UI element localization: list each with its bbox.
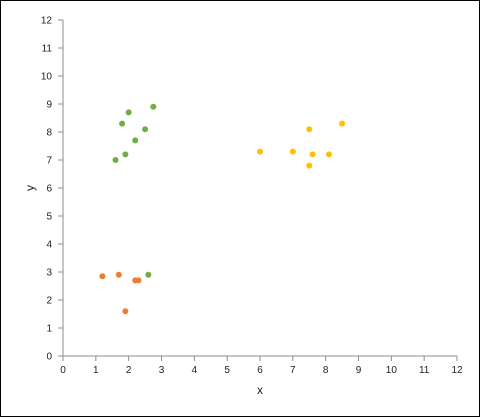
y-tick-label: 2 [46, 296, 52, 307]
y-tick-label: 4 [46, 240, 52, 251]
x-tick-label: 1 [93, 365, 99, 376]
data-point-series-1 [145, 271, 152, 278]
y-tick-label: 6 [46, 184, 52, 195]
y-axis-title: y [23, 185, 37, 191]
x-tick-label: 0 [60, 365, 66, 376]
x-tick-label: 4 [192, 365, 198, 376]
y-tick-label: 11 [42, 44, 53, 55]
data-points [99, 103, 346, 315]
data-point-series-1 [150, 103, 157, 110]
data-point-series-1 [119, 120, 126, 127]
x-tick-label: 8 [323, 365, 329, 376]
x-tick-label: 3 [159, 365, 165, 376]
data-point-series-3 [135, 277, 142, 284]
y-tick-label: 0 [46, 352, 52, 363]
y-tick-label: 1 [46, 324, 52, 335]
x-axis-title: x [257, 383, 263, 397]
data-point-series-2 [257, 148, 263, 155]
y-tick-label: 8 [46, 128, 52, 139]
x-tick-label: 7 [290, 365, 296, 376]
x-axis-ticks: 0 1 2 3 4 5 6 7 8 9 10 11 12 [60, 356, 463, 376]
x-tick-label: 9 [356, 365, 362, 376]
x-tick-label: 12 [451, 365, 463, 376]
x-tick-label: 11 [419, 365, 430, 376]
data-point-series-2 [306, 126, 313, 133]
x-tick-label: 5 [224, 365, 230, 376]
y-tick-label: 7 [46, 156, 52, 167]
x-tick-label: 10 [386, 365, 398, 376]
x-tick-label: 6 [257, 365, 263, 376]
data-point-series-1 [132, 137, 139, 144]
data-point-series-3 [115, 271, 122, 278]
axes [62, 20, 457, 357]
data-point-series-1 [125, 109, 132, 116]
data-point-series-3 [99, 273, 106, 280]
data-point-series-2 [289, 148, 296, 155]
y-tick-label: 10 [41, 72, 53, 83]
data-point-series-3 [122, 308, 129, 315]
x-tick-label: 2 [126, 365, 132, 376]
data-point-series-1 [112, 157, 119, 163]
data-point-series-2 [325, 151, 332, 158]
data-point-series-1 [122, 151, 129, 158]
y-tick-label: 12 [41, 16, 53, 27]
y-tick-label: 9 [46, 100, 52, 111]
y-tick-label: 5 [46, 212, 52, 223]
data-point-series-1 [142, 126, 149, 133]
data-point-series-2 [306, 162, 313, 169]
y-tick-label: 3 [46, 268, 52, 279]
data-point-series-2 [339, 120, 346, 127]
data-point-series-2 [309, 151, 316, 158]
